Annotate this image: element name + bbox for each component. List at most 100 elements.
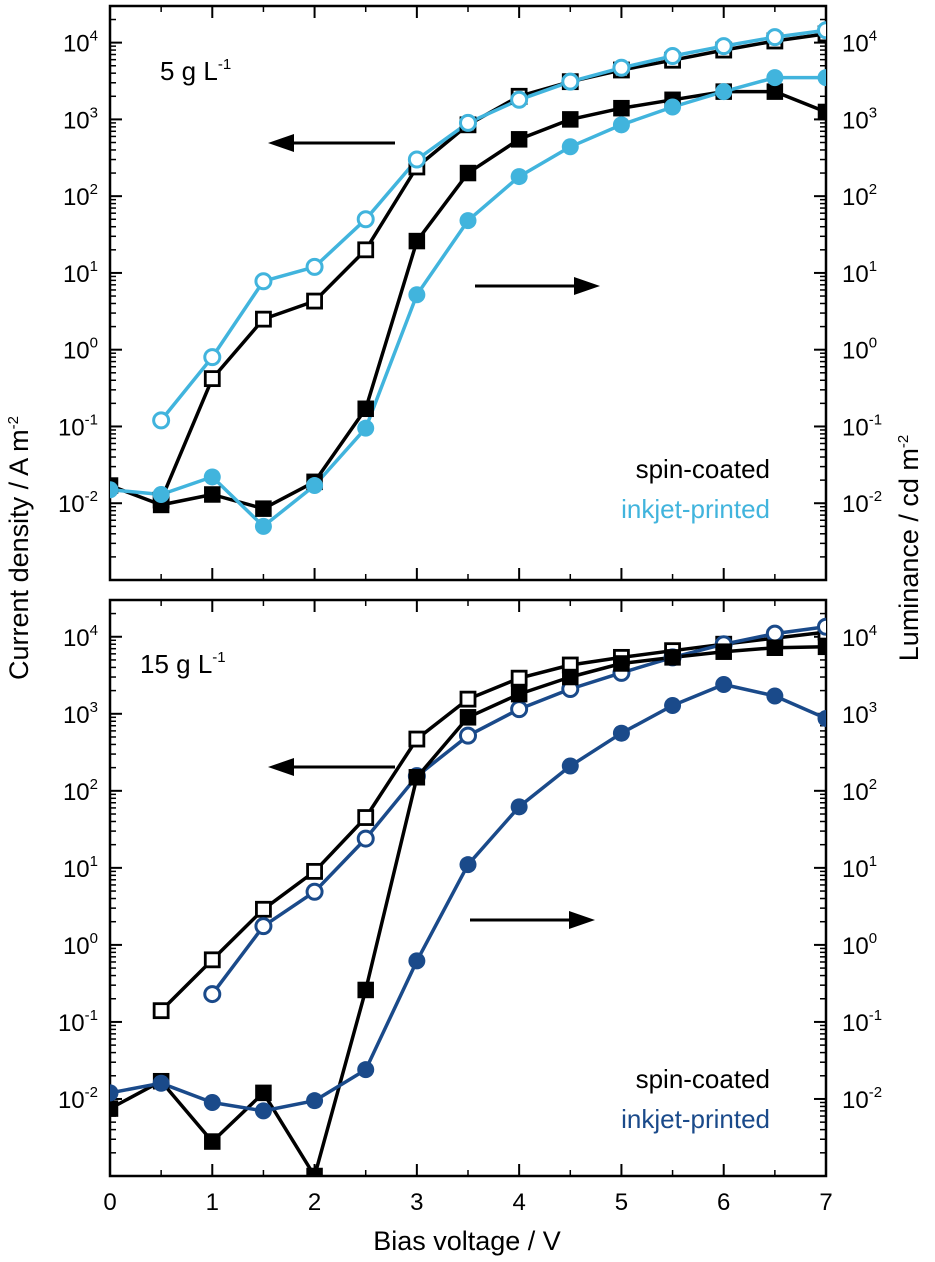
data-point-spin-coated-current xyxy=(306,292,323,310)
data-point-spin-coated-current xyxy=(255,310,272,328)
series-line-spin-coated-luminance xyxy=(110,89,826,511)
series-markers-spin-coated-luminance xyxy=(110,83,826,517)
data-point-inkjet-printed-luminance xyxy=(203,1093,221,1111)
data-point-spin-coated-current xyxy=(306,862,323,880)
data-point-inkjet-printed-luminance xyxy=(817,709,826,727)
data-point-spin-coated-current xyxy=(203,951,221,969)
series-line-spin-coated-current xyxy=(159,32,826,501)
data-point-inkjet-printed-luminance xyxy=(561,757,579,775)
data-point-inkjet-printed-current xyxy=(510,700,529,719)
data-point-inkjet-printed-luminance xyxy=(357,1061,375,1079)
series-line-inkjet-printed-luminance xyxy=(110,682,826,1113)
y-tick-label-left: 103 xyxy=(63,104,98,134)
y-tick-label-right: 10-1 xyxy=(842,1007,882,1037)
data-point-inkjet-printed-current xyxy=(203,985,222,1004)
data-point-inkjet-printed-current xyxy=(356,210,375,229)
plot-area xyxy=(110,617,826,1176)
data-point-spin-coated-luminance xyxy=(255,1084,272,1102)
data-point-inkjet-printed-current xyxy=(254,272,273,291)
data-point-inkjet-printed-luminance xyxy=(510,168,528,186)
data-point-spin-coated-current xyxy=(255,900,272,918)
data-point-spin-coated-current xyxy=(152,1002,170,1020)
data-point-spin-coated-luminance xyxy=(562,668,579,686)
data-point-spin-coated-current xyxy=(203,370,221,388)
chart-panel-top: 10-2 10-2 10-1 10-1 100 100 101 101 102 102 103 103… xyxy=(58,4,882,582)
data-point-inkjet-printed-luminance xyxy=(152,1074,170,1092)
data-point-inkjet-printed-luminance xyxy=(715,676,733,694)
y-axis-label-right: Luminance / cd m-2 xyxy=(894,435,924,661)
legend-entry-spin-coated: spin-coated xyxy=(636,454,770,484)
data-point-inkjet-printed-current xyxy=(663,46,682,65)
data-point-inkjet-printed-luminance xyxy=(510,798,528,816)
data-point-spin-coated-luminance xyxy=(255,500,272,517)
y-tick-label-right: 10-1 xyxy=(842,411,882,441)
data-point-spin-coated-luminance xyxy=(459,709,477,726)
data-point-spin-coated-luminance xyxy=(110,1100,119,1117)
y-tick-label-right: 103 xyxy=(842,699,877,729)
x-tick-label: 5 xyxy=(615,1189,628,1216)
legend-entry-inkjet-printed: inkjet-printed xyxy=(621,494,770,524)
y-tick-label-right: 10-2 xyxy=(842,488,882,518)
y-tick-label-right: 100 xyxy=(842,930,877,960)
data-point-spin-coated-luminance xyxy=(357,400,374,418)
data-point-inkjet-printed-luminance xyxy=(561,138,579,156)
data-point-inkjet-printed-luminance xyxy=(612,724,630,742)
x-tick-label: 0 xyxy=(103,1189,116,1216)
y-tick-label-right: 10-2 xyxy=(842,1084,882,1114)
data-point-spin-coated-current xyxy=(357,241,375,259)
y-tick-label-right: 102 xyxy=(842,776,877,806)
data-point-spin-coated-current xyxy=(357,809,375,826)
data-point-inkjet-printed-luminance xyxy=(664,98,682,116)
data-point-inkjet-printed-current xyxy=(765,624,784,643)
series-markers-inkjet-printed-luminance xyxy=(110,676,826,1120)
data-point-inkjet-printed-luminance xyxy=(203,468,221,486)
data-point-inkjet-printed-current xyxy=(305,882,324,901)
arrow-right-axis-head xyxy=(569,911,595,929)
y-tick-label-right: 103 xyxy=(842,104,877,134)
data-point-spin-coated-current xyxy=(408,730,426,748)
data-point-spin-coated-luminance xyxy=(817,638,826,656)
data-point-inkjet-printed-luminance xyxy=(254,517,272,535)
data-point-spin-coated-luminance xyxy=(408,769,426,786)
series-markers-inkjet-printed-luminance xyxy=(110,69,826,535)
data-point-inkjet-printed-luminance xyxy=(152,485,170,503)
data-point-inkjet-printed-current xyxy=(407,150,426,169)
data-point-inkjet-printed-current xyxy=(765,28,784,47)
data-point-spin-coated-luminance xyxy=(204,1133,221,1150)
x-tick-label: 4 xyxy=(512,1189,525,1216)
y-tick-label-left: 10-1 xyxy=(58,411,98,441)
data-point-inkjet-printed-current xyxy=(203,348,222,367)
legend-entry-inkjet-printed: inkjet-printed xyxy=(621,1104,770,1134)
data-point-spin-coated-luminance xyxy=(408,232,426,250)
data-point-spin-coated-luminance xyxy=(766,639,784,656)
concentration-label: 5 g L-1 xyxy=(160,56,231,86)
x-tick-label: 1 xyxy=(206,1189,219,1216)
y-tick-label-left: 101 xyxy=(63,258,98,288)
data-point-spin-coated-luminance xyxy=(306,1167,323,1176)
data-point-spin-coated-luminance xyxy=(817,103,826,121)
plot-area xyxy=(110,21,826,535)
data-point-inkjet-printed-current xyxy=(152,411,171,430)
y-tick-label-left: 10-2 xyxy=(58,488,98,518)
y-tick-label-right: 104 xyxy=(842,28,877,58)
y-tick-label-right: 102 xyxy=(842,181,877,211)
data-point-inkjet-printed-luminance xyxy=(408,286,426,304)
data-point-spin-coated-luminance xyxy=(459,164,477,182)
data-point-spin-coated-luminance xyxy=(664,649,681,666)
data-point-inkjet-printed-current xyxy=(356,829,375,848)
y-tick-label-right: 104 xyxy=(842,622,877,652)
data-point-inkjet-printed-luminance xyxy=(110,1084,119,1102)
data-point-inkjet-printed-luminance xyxy=(766,687,784,705)
data-point-spin-coated-luminance xyxy=(715,643,732,660)
data-point-inkjet-printed-current xyxy=(254,917,273,936)
data-point-inkjet-printed-luminance xyxy=(306,1092,324,1110)
data-point-inkjet-printed-current xyxy=(459,113,477,132)
x-tick-label: 6 xyxy=(717,1189,730,1216)
x-tick-label: 2 xyxy=(308,1189,321,1216)
arrow-left-axis-head xyxy=(268,758,294,776)
data-point-spin-coated-luminance xyxy=(613,655,630,672)
arrow-right-axis-head xyxy=(574,277,600,295)
arrow-left-axis-head xyxy=(268,134,294,152)
